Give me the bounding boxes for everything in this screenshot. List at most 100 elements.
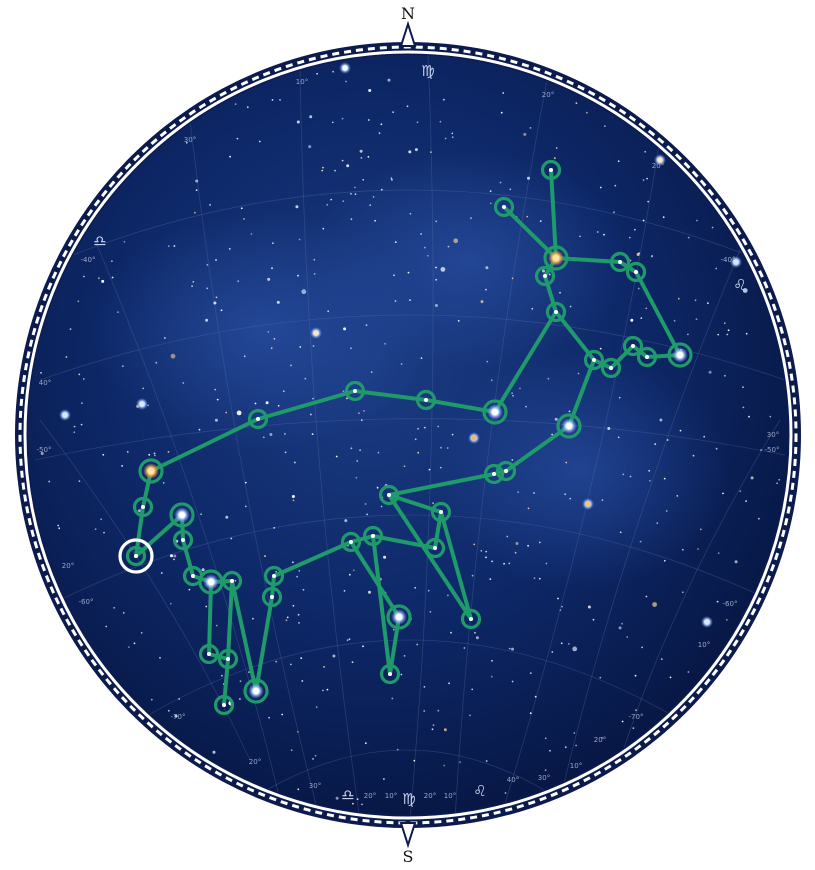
constellation-node-n38[interactable] (460, 608, 482, 630)
star-ring[interactable] (221, 570, 243, 592)
constellation-node-n35[interactable] (378, 484, 400, 506)
constellation-node-n13[interactable] (556, 413, 582, 439)
star-ring[interactable] (667, 342, 693, 368)
constellation-node-n37[interactable] (424, 537, 446, 559)
grid-coordinate-label: 20° (542, 91, 554, 99)
star-ring[interactable] (483, 463, 505, 485)
background-star (511, 459, 514, 461)
constellation-node-n25[interactable] (198, 569, 224, 595)
constellation-node-n32[interactable] (263, 565, 285, 587)
constellation-node-n29[interactable] (213, 694, 235, 716)
constellation-node-n36[interactable] (430, 501, 452, 523)
star-ring[interactable] (378, 484, 400, 506)
constellation-node-n34[interactable] (362, 525, 384, 547)
star-ring[interactable] (545, 301, 567, 323)
star-ring[interactable] (247, 408, 269, 430)
background-star (167, 451, 170, 453)
background-star (417, 427, 419, 430)
constellation-node-n6[interactable] (534, 265, 556, 287)
constellation-node-n22[interactable] (169, 502, 195, 528)
background-star (133, 642, 136, 645)
constellation-node-n1[interactable] (540, 159, 562, 181)
constellation-node-n8[interactable] (583, 349, 605, 371)
constellation-node-n23[interactable] (172, 529, 194, 551)
constellation-node-n30[interactable] (243, 678, 269, 704)
star-ring[interactable] (636, 346, 658, 368)
constellation-node-n18[interactable] (344, 380, 366, 402)
constellation-node-n11[interactable] (636, 346, 658, 368)
background-star (296, 730, 299, 733)
star-ring[interactable] (482, 399, 508, 425)
constellation-node-n47[interactable] (118, 538, 154, 574)
background-star (213, 301, 217, 305)
constellation-node-n5[interactable] (625, 261, 647, 283)
star-ring[interactable] (172, 529, 194, 551)
star-ring[interactable] (540, 159, 562, 181)
background-star (296, 120, 300, 124)
constellation-link (270, 574, 276, 599)
star-ring[interactable] (415, 389, 437, 411)
background-star (330, 198, 333, 201)
constellation-node-n39[interactable] (386, 604, 412, 630)
star-ring[interactable] (543, 245, 569, 271)
constellation-node-n17[interactable] (415, 389, 437, 411)
star-ring[interactable] (217, 648, 239, 670)
selected-star-ring[interactable] (118, 538, 154, 574)
star-ring[interactable] (600, 357, 622, 379)
background-star (437, 709, 440, 712)
star-ring[interactable] (609, 251, 631, 273)
star-ring[interactable] (495, 460, 517, 482)
star-ring[interactable] (493, 196, 515, 218)
background-star (526, 215, 529, 218)
star-ring[interactable] (138, 458, 164, 484)
star-ring[interactable] (213, 694, 235, 716)
star-ring[interactable] (625, 261, 647, 283)
constellation-node-n12[interactable] (667, 342, 693, 368)
star-ring[interactable] (263, 565, 285, 587)
constellation-node-n33[interactable] (340, 531, 362, 553)
constellation-node-n40[interactable] (379, 663, 401, 685)
star-ring[interactable] (169, 502, 195, 528)
star-ring[interactable] (430, 501, 452, 523)
constellation-node-n15[interactable] (483, 463, 505, 485)
constellation-node-n21[interactable] (132, 496, 154, 518)
star-ring[interactable] (243, 678, 269, 704)
star-ring[interactable] (132, 496, 154, 518)
background-star (511, 680, 514, 683)
star-ring[interactable] (556, 413, 582, 439)
star-ring[interactable] (386, 604, 412, 630)
constellation-node-n16[interactable] (482, 399, 508, 425)
background-star (573, 732, 576, 734)
star-ring[interactable] (583, 349, 605, 371)
constellation-node-n10[interactable] (622, 335, 644, 357)
star-ring[interactable] (340, 531, 362, 553)
constellation-node-n7[interactable] (545, 301, 567, 323)
constellation-node-n27[interactable] (198, 643, 220, 665)
star-ring[interactable] (622, 335, 644, 357)
constellation-node-n4[interactable] (609, 251, 631, 273)
constellation-node-n2[interactable] (493, 196, 515, 218)
background-star (270, 347, 273, 350)
background-star (354, 186, 356, 189)
constellation-node-n20[interactable] (138, 458, 164, 484)
star-ring[interactable] (460, 608, 482, 630)
star-ring[interactable] (198, 643, 220, 665)
constellation-link (554, 310, 596, 362)
constellation-link (549, 168, 558, 260)
grid-coordinate-label: -70° (171, 713, 186, 721)
star-ring[interactable] (362, 525, 384, 547)
constellation-node-n31[interactable] (261, 586, 283, 608)
constellation-node-n28[interactable] (217, 648, 239, 670)
star-ring[interactable] (534, 265, 556, 287)
star-ring[interactable] (261, 586, 283, 608)
star-ring[interactable] (125, 545, 147, 567)
constellation-node-n26[interactable] (221, 570, 243, 592)
constellation-node-n3[interactable] (543, 245, 569, 271)
constellation-node-n19[interactable] (247, 408, 269, 430)
star-ring[interactable] (344, 380, 366, 402)
constellation-node-n9[interactable] (600, 357, 622, 379)
star-ring[interactable] (424, 537, 446, 559)
star-ring[interactable] (379, 663, 401, 685)
constellation-node-n14[interactable] (495, 460, 517, 482)
